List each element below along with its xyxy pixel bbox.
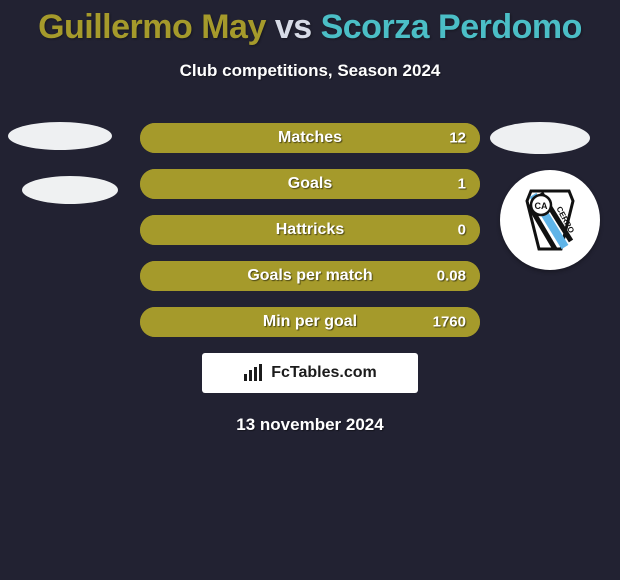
stat-bar-right-fill bbox=[140, 215, 480, 245]
watermark-text: FcTables.com bbox=[271, 364, 377, 382]
stat-bar-right-fill bbox=[140, 261, 480, 291]
club-badge: CA CERRO bbox=[500, 170, 600, 270]
vs-text: vs bbox=[275, 8, 312, 46]
date-text: 13 november 2024 bbox=[0, 415, 620, 435]
svg-text:CA: CA bbox=[535, 201, 548, 211]
content-area: CA CERRO Matches12 Goals1 Hattricks0 Goals … bbox=[0, 123, 620, 435]
stat-bar: Hattricks0 bbox=[140, 215, 480, 245]
stat-bar: Matches12 bbox=[140, 123, 480, 153]
watermark: FcTables.com bbox=[202, 353, 418, 393]
player2-name: Scorza Perdomo bbox=[321, 8, 582, 46]
left-ellipse-0 bbox=[8, 122, 112, 150]
bars-icon bbox=[243, 364, 265, 382]
stat-bar-right-fill bbox=[140, 307, 480, 337]
player1-name: Guillermo May bbox=[38, 8, 266, 46]
subtitle: Club competitions, Season 2024 bbox=[0, 61, 620, 81]
stat-bar-right-fill bbox=[140, 169, 480, 199]
stat-bars: Matches12 Goals1 Hattricks0 Goals per match… bbox=[140, 123, 480, 337]
stat-bar: Min per goal1760 bbox=[140, 307, 480, 337]
club-badge-icon: CA CERRO bbox=[511, 181, 589, 259]
left-ellipse-1 bbox=[22, 176, 118, 204]
right-ellipse-0 bbox=[490, 122, 590, 154]
stat-bar-right-fill bbox=[140, 123, 480, 153]
stat-bar: Goals1 bbox=[140, 169, 480, 199]
page-title: Guillermo May vs Scorza Perdomo bbox=[0, 0, 620, 47]
stat-bar: Goals per match0.08 bbox=[140, 261, 480, 291]
